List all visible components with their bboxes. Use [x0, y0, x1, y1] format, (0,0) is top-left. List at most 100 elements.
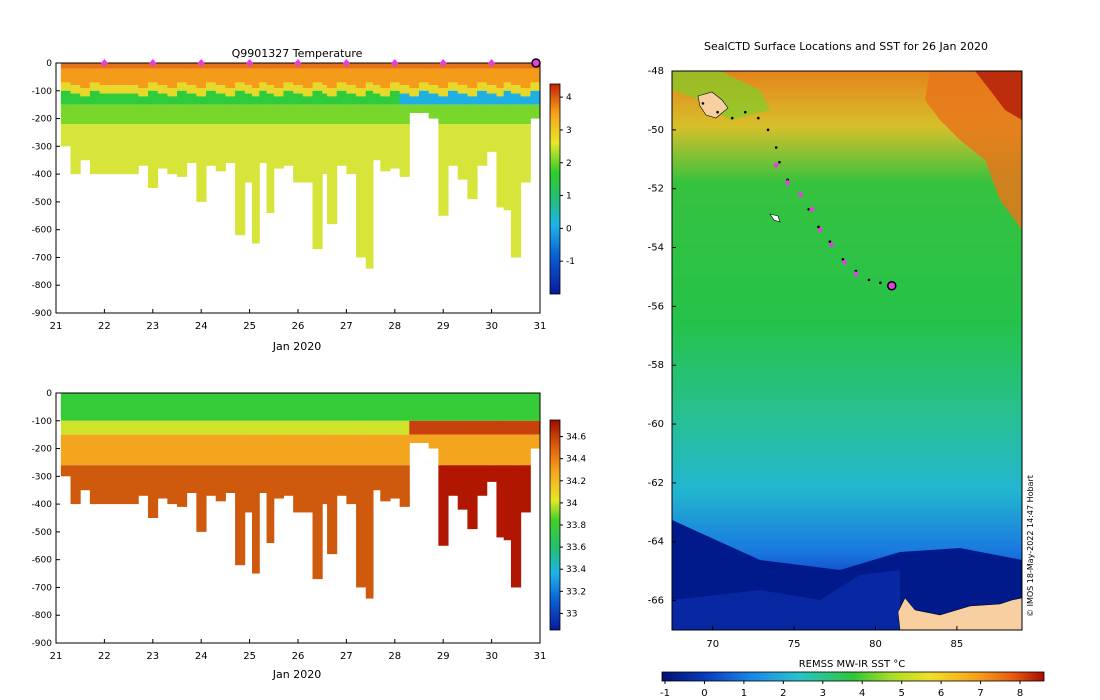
profile-band [206, 124, 217, 166]
profile-band [503, 434, 512, 466]
profile-band [373, 420, 381, 435]
surface-marker [439, 59, 447, 67]
profile-band [467, 104, 478, 125]
last-position-marker [887, 281, 897, 291]
profile-band [157, 124, 168, 169]
profile-band [520, 63, 531, 69]
profile-band [373, 63, 381, 69]
profile-band [244, 104, 253, 125]
track-point [828, 240, 832, 243]
profile-band [327, 393, 338, 421]
profile-band [215, 68, 226, 86]
temperature-colorbar [549, 83, 561, 295]
profile-band [380, 465, 391, 502]
profile-band [467, 434, 478, 466]
profile-band [186, 434, 197, 466]
profile-band [486, 393, 497, 421]
profile-band [186, 68, 197, 86]
profile-band [380, 88, 391, 97]
profile-band [266, 104, 275, 125]
profile-band [419, 82, 430, 91]
last-position-marker [531, 58, 541, 68]
surface-marker [391, 59, 399, 67]
profile-band [215, 420, 226, 435]
y-tick-label: -200 [32, 115, 53, 125]
profile-band [336, 420, 347, 435]
sst-field [672, 71, 1022, 630]
profile-band [283, 63, 294, 69]
profile-band [273, 124, 284, 169]
profile-band [510, 68, 522, 86]
profile-band [60, 63, 72, 69]
profile-band [80, 63, 91, 69]
profile-band [157, 63, 168, 69]
profile-band [60, 434, 72, 466]
profile-band [147, 124, 159, 188]
profile-band [327, 434, 338, 466]
profile-band [373, 93, 381, 105]
profile-band [419, 104, 430, 113]
temperature-x-label: Jan 2020 [272, 340, 321, 353]
profile-band [266, 420, 275, 435]
temperature-colorbar-ticks: 4 3 2 1 0 -1 [560, 93, 575, 267]
profile-band [520, 88, 531, 97]
profile-band [503, 82, 512, 91]
profile-band [273, 96, 284, 105]
profile-band [60, 420, 72, 435]
profile-band [428, 63, 439, 69]
surface-marker [488, 59, 496, 67]
profile-band [399, 85, 410, 94]
profile-band [99, 393, 139, 421]
profile-band [70, 124, 81, 175]
profile-band [60, 393, 72, 421]
profile-band [89, 393, 101, 421]
profile-band [235, 420, 246, 435]
profile-band [457, 465, 468, 510]
profile-band [225, 88, 236, 97]
profile-band [70, 63, 81, 69]
profile-band [80, 68, 91, 88]
y-tick-label: -300 [32, 142, 53, 152]
profile-band [167, 104, 178, 125]
profile-band [206, 104, 217, 125]
profile-band [373, 465, 381, 491]
profile-band [225, 465, 236, 493]
profile-band [428, 104, 439, 119]
profile-band [215, 393, 226, 421]
profile-band [89, 124, 101, 175]
profile-band [283, 82, 294, 91]
profile-band [399, 393, 410, 421]
profile-band [138, 96, 149, 105]
lon-tick-label: 85 [951, 639, 964, 650]
profile-band [312, 124, 323, 250]
profile-band [419, 393, 430, 421]
profile-band [99, 434, 139, 466]
profile-band [399, 68, 410, 86]
profile-band [177, 90, 188, 105]
surface-marker [342, 59, 350, 67]
lon-tick-label: 70 [706, 639, 719, 650]
track-point [867, 278, 871, 282]
profile-band [346, 68, 357, 86]
hottest-water-patch [975, 71, 1022, 120]
profile-band [312, 68, 323, 83]
sst-map-lat-axis: -48 -50 -52 -54 -56 -58 -60 -62 -64 -66 [648, 66, 676, 607]
profile-band [327, 104, 338, 125]
profile-band [486, 465, 497, 482]
profile-band [273, 465, 284, 499]
profile-band [252, 104, 260, 125]
profile-band [99, 465, 139, 505]
profile-band [336, 68, 347, 83]
track-point [743, 110, 747, 114]
profile-band [389, 124, 401, 169]
profile-band [89, 420, 101, 435]
profile-band [147, 420, 159, 435]
profile-band [486, 420, 497, 435]
profile-band [196, 420, 207, 435]
profile-band [438, 393, 449, 421]
profile-band [196, 124, 207, 202]
profile-band [273, 434, 284, 466]
profile-band [244, 93, 253, 105]
profile-band [177, 68, 188, 83]
y-tick-label: -800 [32, 611, 53, 621]
